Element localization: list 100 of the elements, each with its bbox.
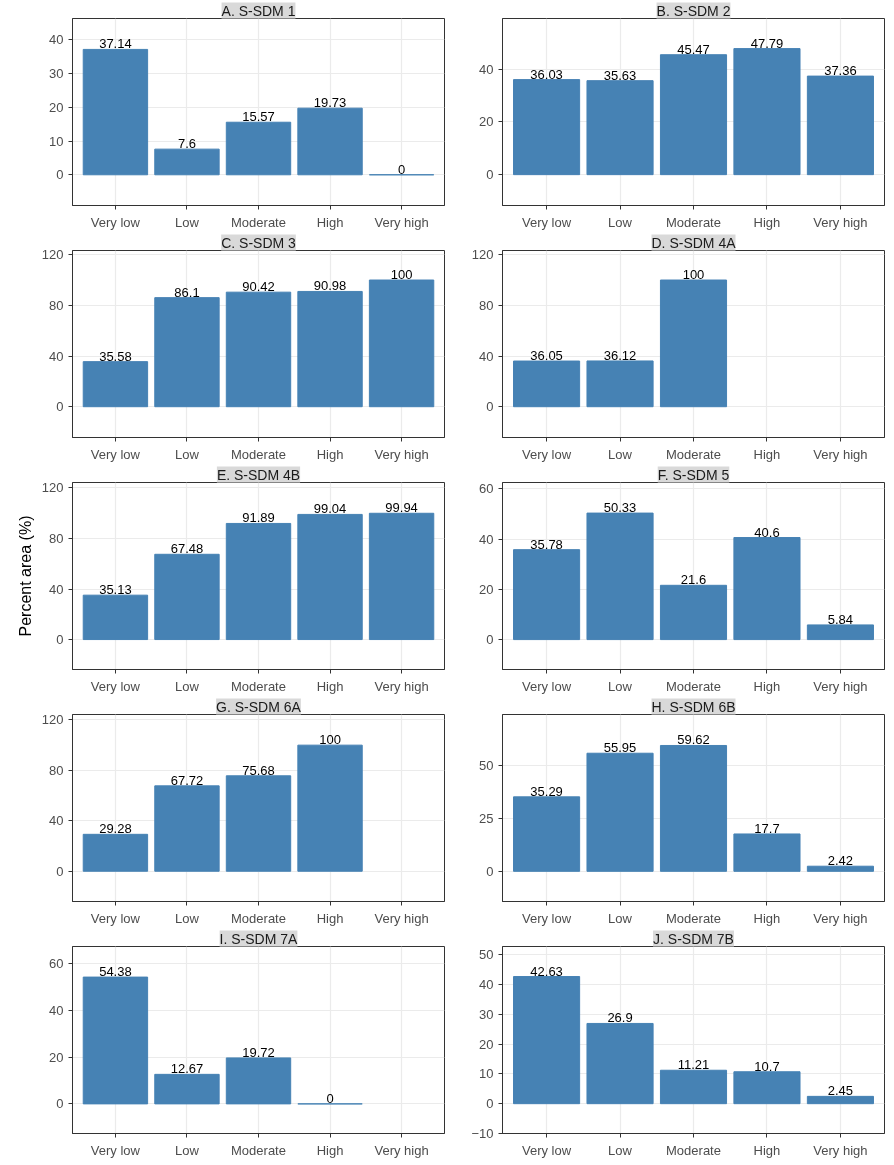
x-tick-label: Very low <box>90 446 141 462</box>
data-label: 99.04 <box>313 501 347 517</box>
x-tick-label: High <box>316 910 344 926</box>
data-label: 19.72 <box>242 1044 275 1060</box>
data-label: 100 <box>319 732 341 748</box>
y-tick-label: 0 <box>56 167 64 183</box>
x-tick-label: Very high <box>813 1142 868 1158</box>
data-label: 42.63 <box>530 963 563 979</box>
data-label: 11.21 <box>677 1057 710 1073</box>
y-tick-label: 80 <box>479 297 494 313</box>
x-tick-label: Very low <box>90 678 141 694</box>
x-tick-label: Moderate <box>231 1142 286 1158</box>
y-tick-label: 80 <box>49 762 64 778</box>
x-tick-label: Low <box>608 678 633 694</box>
y-tick-label: 20 <box>479 1036 494 1052</box>
x-tick-label: Moderate <box>666 1142 721 1158</box>
chart-title: G. S-SDM 6A <box>216 698 302 715</box>
data-label: 100 <box>682 267 705 283</box>
data-label: 12.67 <box>170 1061 204 1077</box>
data-label: 35.29 <box>530 783 563 799</box>
y-tick-label: 0 <box>56 632 64 648</box>
x-tick-label: Moderate <box>231 446 286 462</box>
x-tick-label: Low <box>175 910 200 926</box>
data-label: 91.89 <box>242 510 275 526</box>
x-tick-label: Very high <box>374 446 429 462</box>
y-tick-label: 120 <box>41 712 64 728</box>
data-label: 17.7 <box>754 820 780 836</box>
chart-title: B. S-SDM 2 <box>656 2 731 19</box>
data-label: 37.36 <box>824 63 857 79</box>
x-tick-label: High <box>753 910 781 926</box>
chart-title: F. S-SDM 5 <box>657 466 730 483</box>
x-tick-label: Very low <box>522 446 572 462</box>
data-label: 54.38 <box>99 964 132 980</box>
y-tick-label: 50 <box>479 758 494 774</box>
y-tick-label: 30 <box>49 66 64 82</box>
x-tick-label: High <box>316 446 344 462</box>
data-label: 36.03 <box>530 66 563 82</box>
x-tick-label: High <box>753 214 781 230</box>
y-tick-label: 40 <box>479 61 494 77</box>
x-tick-label: Low <box>175 214 200 230</box>
chart-title: D. S-SDM 4A <box>651 234 737 251</box>
data-label: 47.79 <box>750 35 784 51</box>
x-tick-label: Very high <box>813 910 868 926</box>
x-tick-label: Low <box>175 678 200 694</box>
data-label: 5.84 <box>827 611 854 627</box>
x-tick-label: Low <box>608 910 633 926</box>
data-label: 37.14 <box>99 36 132 52</box>
x-tick-label: Very high <box>374 214 429 230</box>
data-label: 59.62 <box>677 732 710 748</box>
x-tick-label: Moderate <box>666 910 721 926</box>
y-tick-label: 60 <box>49 956 64 972</box>
y-tick-label: 40 <box>49 32 64 48</box>
data-label: 26.9 <box>607 1010 633 1026</box>
x-tick-label: Low <box>608 214 633 230</box>
x-tick-label: Very high <box>374 910 429 926</box>
x-tick-label: Very low <box>522 910 572 926</box>
data-label: 67.48 <box>170 541 204 557</box>
data-label: 15.57 <box>242 109 275 125</box>
x-tick-label: High <box>316 214 344 230</box>
data-label: 55.95 <box>603 740 637 756</box>
y-tick-label: 0 <box>486 863 494 879</box>
data-label: 7.6 <box>177 136 196 152</box>
y-tick-label: 40 <box>479 531 494 547</box>
data-label: 100 <box>390 267 413 283</box>
x-tick-label: Moderate <box>231 678 286 694</box>
y-tick-label: 25 <box>479 811 494 827</box>
x-tick-label: Low <box>608 1142 633 1158</box>
data-label: 35.63 <box>603 67 637 83</box>
y-tick-label: 120 <box>471 247 494 263</box>
x-tick-label: Very high <box>374 678 429 694</box>
chart-title: H. S-SDM 6B <box>651 698 736 715</box>
x-tick-label: High <box>753 446 781 462</box>
y-tick-label: 0 <box>486 399 494 415</box>
y-tick-label: 20 <box>49 99 64 115</box>
y-tick-label: 40 <box>49 348 64 364</box>
y-tick-label: 0 <box>486 167 494 183</box>
x-tick-label: High <box>753 678 781 694</box>
data-label: 19.73 <box>313 95 347 111</box>
x-tick-label: Moderate <box>231 910 286 926</box>
y-tick-label: 20 <box>479 114 494 130</box>
chart-title: J. S-SDM 7B <box>653 930 734 947</box>
x-tick-label: Very high <box>813 214 868 230</box>
y-tick-label: 40 <box>49 581 64 597</box>
data-label: 0 <box>397 161 406 177</box>
y-tick-label: 40 <box>49 813 64 829</box>
x-tick-label: Very high <box>813 446 868 462</box>
y-tick-label: 0 <box>56 863 64 879</box>
data-label: 50.33 <box>603 500 637 516</box>
x-tick-label: Moderate <box>666 678 721 694</box>
data-label: 35.58 <box>99 348 132 364</box>
y-tick-label: 40 <box>49 1003 64 1019</box>
x-tick-label: High <box>753 1142 781 1158</box>
x-tick-label: Very low <box>522 214 572 230</box>
y-tick-label: 0 <box>486 1096 494 1112</box>
chart-title: C. S-SDM 3 <box>221 234 297 251</box>
x-tick-label: Moderate <box>666 446 721 462</box>
data-label: 2.42 <box>827 853 854 869</box>
y-tick-label: 80 <box>49 530 64 546</box>
x-tick-label: Low <box>608 446 633 462</box>
data-label: 99.94 <box>385 500 418 516</box>
